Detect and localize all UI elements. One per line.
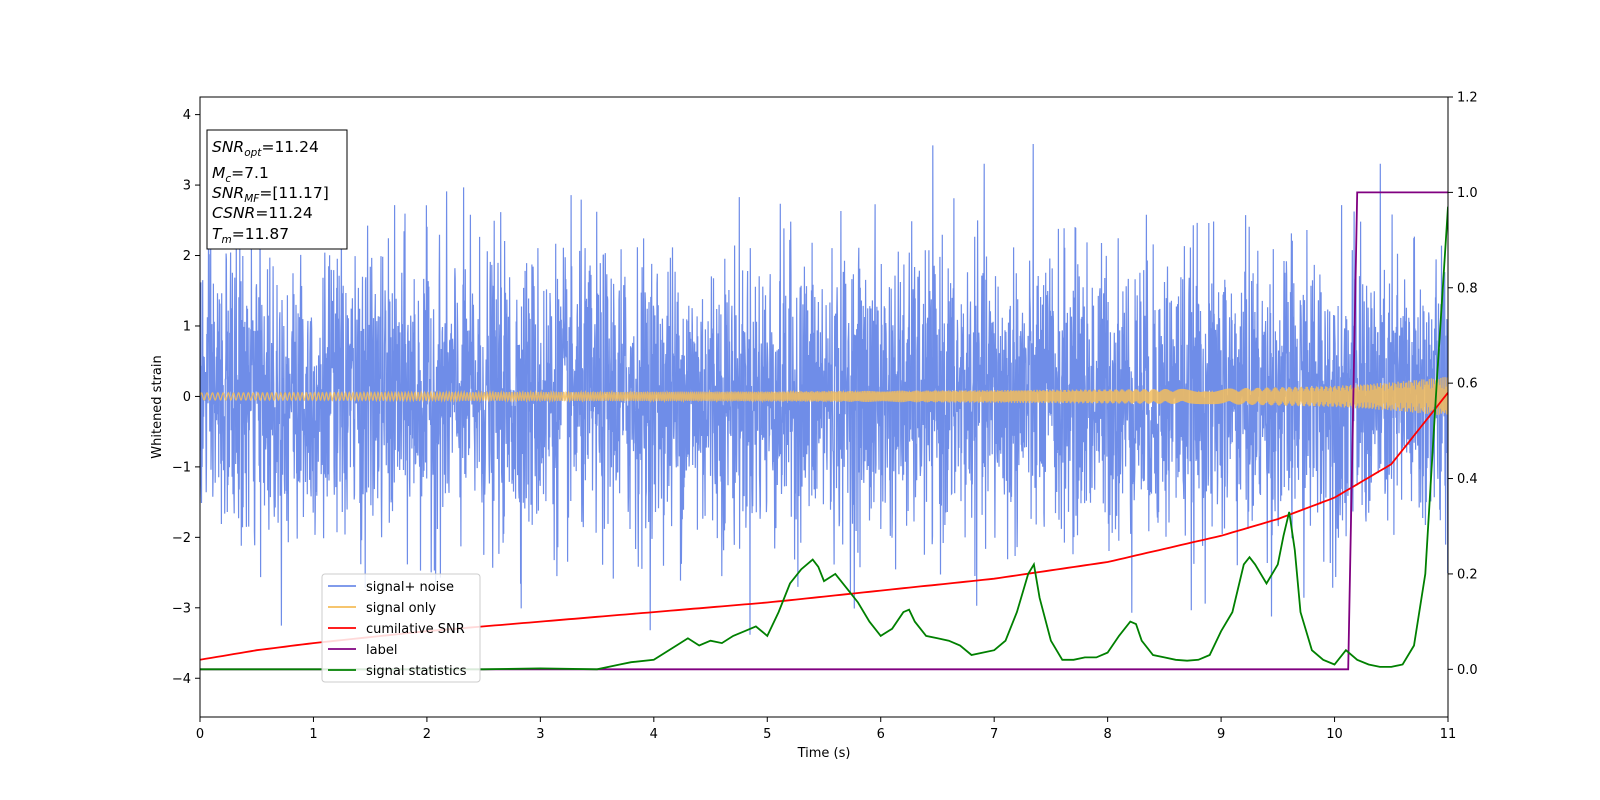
y-tick-label: −2	[172, 531, 191, 546]
x-tick-label: 11	[1440, 727, 1457, 742]
y-tick-label: −4	[172, 672, 191, 687]
svg-text:cumilative SNR: cumilative SNR	[366, 622, 465, 637]
legend: signal+ noise signal only cumilative SNR…	[321, 573, 481, 683]
series-label	[200, 191, 1448, 671]
y2-tick-label: 1.2	[1457, 91, 1478, 106]
legend-item-signal-statistics: signal statistics	[328, 664, 467, 679]
x-tick-label: 1	[309, 727, 317, 742]
legend-item-cumilative-snr: cumilative SNR	[328, 622, 465, 637]
y-tick-label: 2	[183, 249, 191, 264]
svg-text:signal only: signal only	[366, 601, 436, 616]
y2-tick-label: 0.8	[1457, 281, 1478, 296]
x-tick-label: 3	[536, 727, 544, 742]
x-tick-label: 7	[990, 727, 998, 742]
info-mc: Mc=7.1	[212, 164, 269, 185]
y2-tick-label: 0.0	[1457, 663, 1478, 678]
info-snr-mf: SNRMF=[11.17]	[212, 184, 329, 205]
info-tm: Tm=11.87	[212, 225, 289, 246]
x-tick-label: 4	[650, 727, 658, 742]
legend-item-label: label	[328, 643, 397, 658]
y2-tick-label: 0.4	[1457, 472, 1478, 487]
y-tick-label: 0	[183, 390, 191, 405]
x-axis-ticks: 0 1 2 3 4 5 6 7 8 9 10 11	[196, 717, 1456, 742]
series-signal-statistics	[200, 206, 1448, 671]
x-tick-label: 9	[1217, 727, 1225, 742]
y-tick-label: −1	[172, 460, 191, 475]
x-tick-label: 2	[423, 727, 431, 742]
svg-text:signal statistics: signal statistics	[366, 664, 467, 679]
x-tick-label: 0	[196, 727, 204, 742]
x-tick-label: 5	[763, 727, 771, 742]
y-axis-label: Whitened strain	[150, 355, 165, 458]
x-axis-label: Time (s)	[797, 746, 851, 761]
legend-item-signal-only: signal only	[328, 601, 436, 616]
legend-item-signal-plus-noise: signal+ noise	[328, 580, 454, 595]
x-tick-label: 10	[1326, 727, 1343, 742]
series-signal-plus-noise	[200, 143, 1448, 635]
info-box: SNRopt=11.24 Mc=7.1 SNRMF=[11.17] CSNR=1…	[206, 129, 348, 250]
info-csnr: CSNR=11.24	[212, 204, 313, 222]
x-tick-label: 8	[1103, 727, 1111, 742]
y2-tick-label: 1.0	[1457, 186, 1478, 201]
y-tick-label: 3	[183, 179, 191, 194]
y-tick-label: 4	[183, 108, 191, 123]
plot-frame	[199, 96, 1449, 718]
y-axis-right-ticks: 0.0 0.2 0.4 0.6 0.8 1.0 1.2	[1448, 91, 1478, 678]
info-snr-opt: SNRopt=11.24	[212, 138, 319, 159]
y-tick-label: −3	[172, 601, 191, 616]
series-signal-only	[200, 377, 1448, 416]
y-tick-label: 1	[183, 319, 191, 334]
svg-text:signal+ noise: signal+ noise	[366, 580, 454, 595]
y-axis-left-ticks: 4 3 2 1 0 −1 −2 −3 −4	[172, 108, 200, 687]
svg-text:label: label	[366, 643, 397, 658]
y2-tick-label: 0.2	[1457, 567, 1478, 582]
x-tick-label: 6	[877, 727, 885, 742]
y2-tick-label: 0.6	[1457, 377, 1478, 392]
